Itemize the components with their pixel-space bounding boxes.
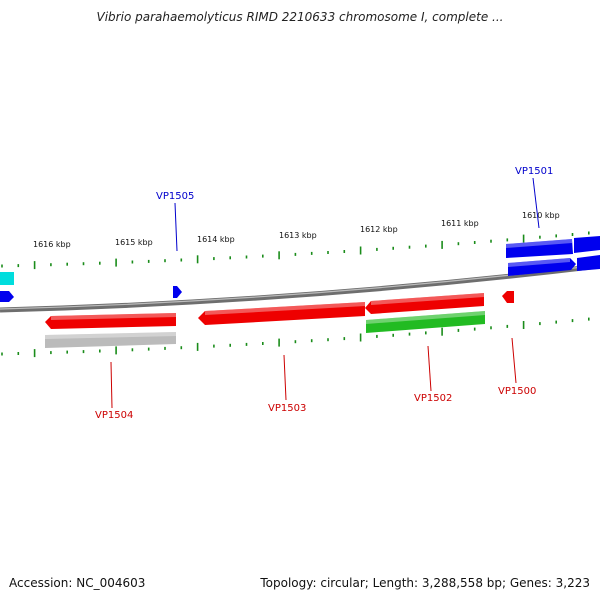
map-title: Vibrio parahaemolyticus RIMD 2210633 chr… <box>96 10 504 24</box>
gene-vp1501[interactable] <box>506 239 573 258</box>
kbp-label: 1614 kbp <box>197 235 235 244</box>
feature-blue-left[interactable] <box>0 291 14 302</box>
chromosome-backbone <box>0 263 600 313</box>
accession-text: Accession: NC_004603 <box>9 576 146 590</box>
gene-label-vp1505: VP1505 <box>156 191 194 202</box>
gene-vp1505[interactable] <box>173 286 182 298</box>
gene-labels: VP1505 VP1501 VP1504 VP1503 VP1502 VP150… <box>95 166 553 421</box>
callout-vp1500 <box>511 337 517 384</box>
feature-blue-row2-next[interactable] <box>577 255 600 271</box>
gene-vp1502-green[interactable] <box>366 311 485 333</box>
feature-cyan[interactable] <box>0 272 14 285</box>
outer-tick-track <box>1 231 590 270</box>
gene-label-vp1501: VP1501 <box>515 166 553 177</box>
gene-label-vp1503: VP1503 <box>268 403 306 414</box>
kbp-label: 1611 kbp <box>441 219 479 228</box>
kbp-label: 1613 kbp <box>279 231 317 240</box>
gene-vp1501-next[interactable] <box>574 236 600 253</box>
gene-label-vp1500: VP1500 <box>498 386 536 397</box>
kbp-labels: 1616 kbp 1615 kbp 1614 kbp 1613 kbp 1612… <box>33 211 560 249</box>
gene-vp1504[interactable] <box>45 313 176 329</box>
gene-vp1503[interactable] <box>198 302 365 325</box>
reverse-strand-features <box>45 293 485 348</box>
gene-vp1502[interactable] <box>365 293 484 314</box>
callout-vp1502 <box>427 345 432 392</box>
genome-stats-text: Topology: circular; Length: 3,288,558 bp… <box>260 576 590 590</box>
callout-vp1504 <box>110 361 113 409</box>
kbp-label: 1615 kbp <box>115 238 153 247</box>
kbp-label: 1616 kbp <box>33 240 71 249</box>
feature-blue-row2[interactable] <box>508 258 576 276</box>
callout-vp1505 <box>174 202 178 252</box>
kbp-label: 1612 kbp <box>360 225 398 234</box>
kbp-label: 1610 kbp <box>522 211 560 220</box>
feature-highlights <box>45 239 572 339</box>
callout-vp1503 <box>283 354 287 401</box>
gene-label-vp1502: VP1502 <box>414 393 452 404</box>
forward-strand-features <box>0 236 600 303</box>
inner-tick-track <box>1 317 590 358</box>
gene-label-vp1504: VP1504 <box>95 410 133 421</box>
gene-callouts <box>110 177 540 409</box>
gene-vp1500[interactable] <box>502 291 514 303</box>
gene-vp1504-gray[interactable] <box>45 332 176 348</box>
callout-vp1501 <box>532 177 540 229</box>
